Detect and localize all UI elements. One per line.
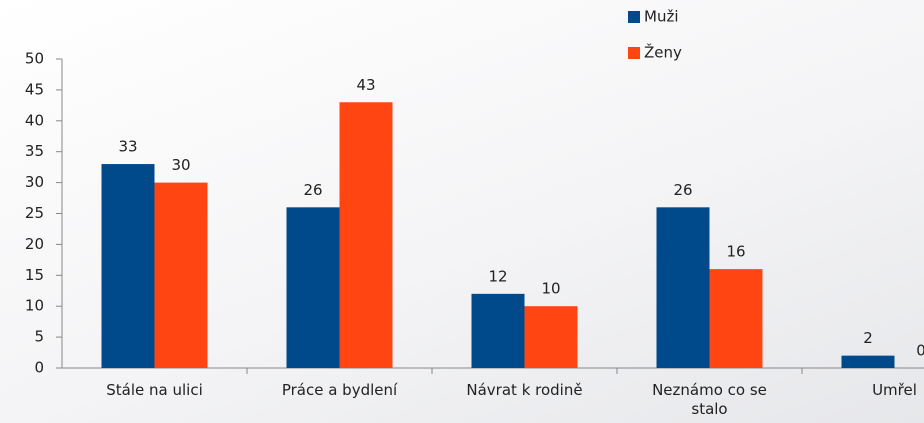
x-tick-label: Práce a bydlení (281, 381, 398, 399)
value-label: 2 (863, 329, 873, 347)
value-label: 30 (171, 156, 190, 174)
value-label: 16 (726, 243, 745, 261)
x-tick-label: Umřel (872, 381, 917, 399)
legend-label: Ženy (644, 43, 682, 62)
value-label: 0 (916, 342, 924, 360)
y-tick-label: 35 (25, 142, 44, 160)
legend-label: Muži (644, 8, 679, 26)
bar (524, 306, 578, 368)
y-tick-label: 30 (25, 173, 44, 191)
bar (339, 102, 393, 368)
value-label: 10 (541, 280, 560, 298)
value-label: 26 (673, 181, 692, 199)
x-tick-label: Stále na ulici (106, 381, 203, 399)
value-label: 43 (356, 76, 375, 94)
y-tick-label: 45 (25, 80, 44, 98)
bar (471, 293, 525, 368)
bar (841, 355, 895, 368)
value-label: 12 (488, 267, 507, 285)
bar (656, 207, 710, 368)
y-tick-label: 5 (34, 328, 44, 346)
y-tick-label: 40 (25, 111, 44, 129)
y-tick-label: 20 (25, 235, 44, 253)
bar (101, 164, 155, 368)
bar (286, 207, 340, 368)
value-label: 33 (118, 138, 137, 156)
y-tick-label: 25 (25, 204, 44, 222)
y-tick-label: 50 (25, 50, 44, 68)
x-tick-label: Návrat k rodině (466, 381, 583, 399)
legend-swatch (628, 47, 640, 59)
bar (154, 182, 208, 368)
y-tick-label: 10 (25, 297, 44, 315)
bar (709, 269, 763, 368)
value-label: 26 (303, 181, 322, 199)
x-tick-label: Neznámo co se stalo (652, 381, 767, 418)
legend-swatch (628, 11, 640, 23)
y-tick-label: 15 (25, 266, 44, 284)
y-tick-label: 0 (34, 359, 44, 377)
